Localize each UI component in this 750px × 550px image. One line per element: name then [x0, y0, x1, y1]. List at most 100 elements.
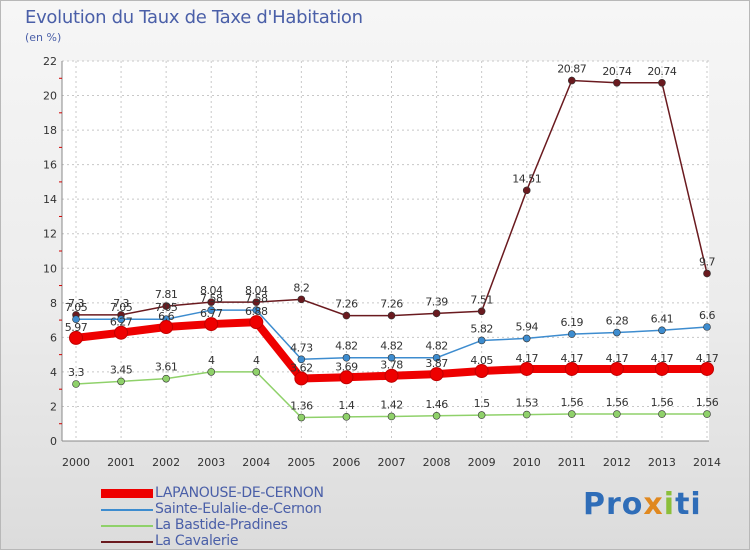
data-point — [658, 410, 666, 418]
data-label: 3.61 — [155, 361, 178, 374]
data-label: 20.87 — [557, 63, 586, 76]
data-point — [69, 330, 83, 345]
data-point — [703, 410, 711, 418]
data-point — [117, 315, 125, 324]
data-label: 4.17 — [606, 352, 629, 365]
data-label: 8.04 — [245, 284, 268, 297]
data-label: 7.26 — [380, 298, 403, 311]
y-tick-label: 0 — [50, 435, 57, 448]
x-tick-label: 2004 — [242, 456, 270, 469]
data-label: 9.7 — [699, 255, 715, 268]
data-label: 8.04 — [200, 284, 223, 297]
data-label: 4 — [253, 354, 260, 367]
data-label: 4.17 — [696, 352, 719, 365]
data-point — [522, 186, 531, 195]
data-point — [342, 311, 351, 320]
logo-part: Pro — [583, 487, 644, 522]
data-label: 1.46 — [425, 398, 448, 411]
data-label: 7.3 — [68, 297, 84, 310]
data-point — [564, 361, 579, 376]
x-tick-label: 2006 — [332, 456, 360, 469]
data-label: 4.17 — [651, 352, 674, 365]
data-point — [297, 355, 306, 364]
data-label: 1.36 — [290, 400, 313, 413]
chart-title: Evolution du Taux de Taxe d'Habitation — [25, 7, 363, 28]
data-point — [162, 374, 170, 383]
data-label: 1.53 — [515, 397, 538, 410]
x-tick-label: 2009 — [468, 456, 496, 469]
legend-label: Sainte-Eulalie-de-Cernon — [155, 501, 322, 517]
y-tick-label: 4 — [50, 366, 57, 379]
data-point — [294, 371, 309, 386]
y-tick-label: 6 — [50, 331, 57, 344]
data-label: 6.88 — [245, 305, 268, 318]
data-label: 3.62 — [290, 361, 313, 374]
data-label: 4.05 — [470, 354, 493, 367]
x-tick-label: 2001 — [107, 456, 135, 469]
y-tick-label: 18 — [43, 124, 57, 137]
data-label: 3.87 — [425, 357, 448, 370]
y-tick-label: 12 — [43, 228, 57, 241]
data-label: 5.94 — [515, 320, 538, 333]
data-point — [387, 412, 396, 421]
legend-swatch — [101, 489, 153, 498]
data-point — [207, 306, 216, 314]
y-tick-label: 10 — [43, 262, 57, 275]
data-label: 4.17 — [561, 352, 584, 365]
data-point — [567, 410, 576, 418]
x-tick-label: 2012 — [603, 456, 631, 469]
plot-area — [62, 61, 709, 441]
y-tick-label: 20 — [43, 90, 57, 103]
data-label: 4.82 — [335, 340, 358, 353]
x-tick-label: 2002 — [152, 456, 180, 469]
x-tick-label: 2013 — [648, 456, 676, 469]
x-tick-label: 2011 — [558, 456, 586, 469]
data-point — [474, 364, 489, 379]
data-label: 7.58 — [200, 292, 223, 305]
data-point — [252, 306, 261, 314]
data-label: 3.45 — [110, 363, 133, 376]
data-point — [162, 302, 170, 310]
data-point — [207, 298, 216, 306]
data-point — [342, 413, 351, 421]
x-tick-label: 2000 — [62, 456, 90, 469]
data-label: 14.51 — [512, 172, 541, 185]
data-label: 20.74 — [647, 65, 676, 78]
data-point — [387, 353, 396, 362]
data-point — [297, 413, 306, 422]
data-label: 3.78 — [380, 359, 403, 372]
data-point — [432, 411, 441, 420]
data-point — [159, 320, 174, 334]
legend-swatch — [101, 525, 153, 527]
data-label: 1.42 — [380, 398, 403, 411]
data-label: 6.6 — [158, 310, 174, 323]
data-point — [384, 368, 399, 383]
data-label: 6.27 — [110, 316, 133, 329]
data-label: 6.19 — [561, 316, 584, 329]
data-point — [654, 361, 669, 376]
data-point — [613, 78, 621, 87]
data-label: 7.51 — [470, 293, 493, 306]
data-label: 7.26 — [335, 298, 358, 311]
data-point — [522, 410, 531, 419]
logo-part: x — [643, 487, 664, 522]
data-point — [703, 269, 711, 278]
data-label: 4.82 — [425, 340, 448, 353]
legend-swatch — [101, 509, 153, 511]
data-point — [387, 311, 396, 320]
data-point — [429, 367, 444, 382]
legend-label: La Cavalerie — [155, 533, 239, 549]
data-point — [342, 353, 351, 362]
data-label: 7.81 — [155, 288, 178, 301]
y-tick-label: 22 — [43, 55, 57, 68]
data-label: 5.97 — [65, 321, 88, 334]
legend-label: LAPANOUSE-DE-CERNON — [155, 485, 324, 501]
y-tick-label: 14 — [43, 193, 57, 206]
data-point — [249, 315, 264, 330]
data-label: 3.3 — [68, 366, 84, 379]
data-point — [72, 315, 80, 324]
y-tick-label: 2 — [50, 400, 57, 413]
data-label: 4.73 — [290, 341, 313, 354]
data-label: 3.69 — [335, 360, 358, 373]
